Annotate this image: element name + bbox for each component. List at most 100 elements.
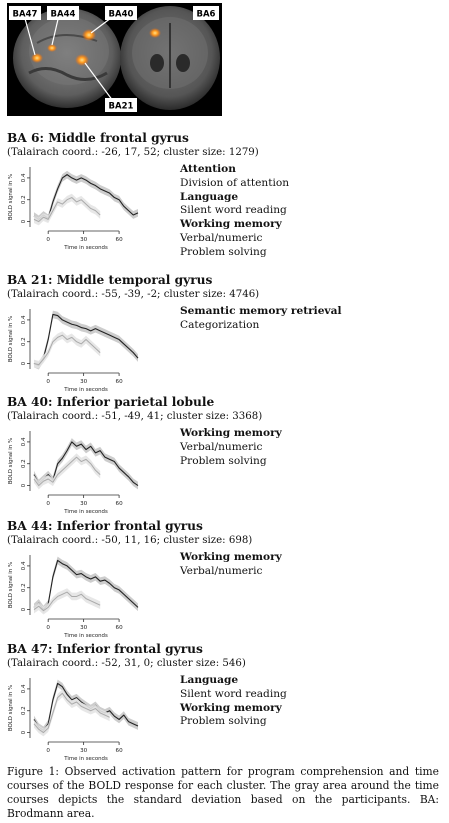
function-category: Working memory xyxy=(180,427,282,439)
label-box-ba21: BA21 xyxy=(105,98,137,112)
x-tick-label: 60 xyxy=(116,237,124,243)
brain-activation-image: BA47 BA44 BA40 BA6 BA21 xyxy=(7,3,222,116)
label-box-ba6: BA6 xyxy=(193,6,219,20)
cluster-title: BA 6: Middle frontal gyrus xyxy=(7,131,189,145)
function-list: Working memory Verbal/numeric Problem so… xyxy=(180,427,440,468)
cluster-title: BA 21: Middle temporal gyrus xyxy=(7,273,213,287)
function-item: Verbal/numeric xyxy=(180,564,263,577)
x-tick-label: 30 xyxy=(80,237,88,243)
y-axis-label: BOLD signal in % xyxy=(8,562,14,608)
series-line xyxy=(33,692,110,734)
y-tick-label: 0.2 xyxy=(21,195,27,204)
function-item: Problem solving xyxy=(180,245,267,258)
cluster-section-ba47: BA 47: Inferior frontal gyrus (Talairach… xyxy=(7,642,443,762)
function-item: Silent word reading xyxy=(180,204,287,217)
x-tick-label: 0 xyxy=(46,237,50,243)
std-deviation-band xyxy=(34,310,138,370)
activation-ba47 xyxy=(31,53,43,63)
series-line xyxy=(33,313,139,367)
y-tick-label: 0.2 xyxy=(21,459,27,468)
function-list: Attention Division of attention Language… xyxy=(180,163,440,260)
bold-timecourse-chart-ba6: 0 30 60 0 0.2 0.4 Time in seconds BOLD signal i… xyxy=(8,167,139,251)
activation-ba44 xyxy=(47,44,57,52)
x-tick-label: 60 xyxy=(116,501,124,507)
y-tick-label: 0.2 xyxy=(21,337,27,346)
bold-timecourse-chart-ba40: 0 30 60 0 0.2 0.4 Time in seconds BOLD signal i… xyxy=(8,431,139,515)
y-axis-label: BOLD signal in % xyxy=(8,174,14,220)
x-tick-label: 30 xyxy=(80,625,88,631)
bold-timecourse-chart-ba21: 0 30 60 0 0.2 0.4 Time in seconds BOLD signal i… xyxy=(8,309,139,393)
activation-ba21 xyxy=(75,54,89,66)
y-tick-label: 0.4 xyxy=(21,437,27,446)
function-category: Working memory xyxy=(180,701,282,714)
series-line xyxy=(33,197,101,223)
label-box-ba40: BA40 xyxy=(105,6,137,20)
x-tick-label: 30 xyxy=(80,748,88,754)
y-axis-label: BOLD signal in % xyxy=(8,316,14,362)
function-category: Language xyxy=(180,190,239,203)
x-tick-label: 60 xyxy=(116,748,124,754)
y-axis-label: BOLD signal in % xyxy=(8,438,14,484)
x-axis-label: Time in seconds xyxy=(63,633,108,639)
label-ba44: BA44 xyxy=(51,10,76,20)
y-tick-label: 0.4 xyxy=(21,315,27,324)
series-line xyxy=(33,559,139,611)
bold-timecourse-chart-ba47: 0 30 60 0 0.2 0.4 Time in seconds BOLD signal i… xyxy=(8,678,139,762)
function-list: Working memory Verbal/numeric xyxy=(180,551,440,579)
function-item: Categorization xyxy=(180,318,260,331)
x-tick-label: 0 xyxy=(46,501,50,507)
bold-timecourse-chart-ba44: 0 30 60 0 0.2 0.4 Time in seconds BOLD signal i… xyxy=(8,555,139,639)
x-tick-label: 60 xyxy=(116,625,124,631)
function-category: Working memory xyxy=(180,551,282,563)
x-tick-label: 30 xyxy=(80,379,88,385)
function-item: Problem solving xyxy=(180,454,267,467)
y-tick-label: 0 xyxy=(21,483,27,487)
function-list: Language Silent word reading Working mem… xyxy=(180,674,440,729)
function-category: Semantic memory retrieval xyxy=(180,305,342,317)
series-line xyxy=(33,334,101,366)
x-tick-label: 30 xyxy=(80,501,88,507)
x-tick-label: 0 xyxy=(46,748,50,754)
function-category: Attention xyxy=(180,163,236,175)
cluster-section-ba44: BA 44: Inferior frontal gyrus (Talairach… xyxy=(7,519,443,639)
function-item: Verbal/numeric xyxy=(180,440,263,453)
std-deviation-band xyxy=(34,331,101,369)
series-line xyxy=(33,591,101,612)
x-axis-label: Time in seconds xyxy=(63,245,108,251)
y-tick-label: 0 xyxy=(21,361,27,365)
y-tick-label: 0 xyxy=(21,219,27,223)
cluster-title: BA 44: Inferior frontal gyrus xyxy=(7,519,203,533)
y-tick-label: 0.4 xyxy=(21,684,27,693)
cluster-coordinates: (Talairach coord.: -26, 17, 52; cluster … xyxy=(7,147,259,158)
std-deviation-band xyxy=(34,588,101,615)
cluster-title: BA 47: Inferior frontal gyrus xyxy=(7,642,203,656)
label-box-ba44: BA44 xyxy=(47,6,79,20)
function-item: Verbal/numeric xyxy=(180,231,263,244)
x-tick-label: 0 xyxy=(46,625,50,631)
label-box-ba47: BA47 xyxy=(9,6,41,20)
cluster-section-ba40: BA 40: Inferior parietal lobule (Talaira… xyxy=(7,395,443,515)
cluster-coordinates: (Talairach coord.: -50, 11, 16; cluster … xyxy=(7,535,253,546)
y-tick-label: 0.2 xyxy=(21,583,27,592)
x-axis-label: Time in seconds xyxy=(63,509,108,515)
std-deviation-band xyxy=(34,438,138,490)
cluster-coordinates: (Talairach coord.: -52, 31, 0; cluster s… xyxy=(7,658,246,669)
cluster-coordinates: (Talairach coord.: -55, -39, -2; cluster… xyxy=(7,289,260,300)
x-tick-label: 60 xyxy=(116,379,124,385)
brain-activation-svg: BA47 BA44 BA40 BA6 BA21 xyxy=(7,3,222,116)
y-axis-label: BOLD signal in % xyxy=(8,685,14,731)
x-tick-label: 0 xyxy=(46,379,50,385)
label-ba21: BA21 xyxy=(109,102,134,112)
series-line xyxy=(33,174,139,220)
label-ba40: BA40 xyxy=(109,10,134,20)
function-item: Problem solving xyxy=(180,715,267,728)
x-axis-label: Time in seconds xyxy=(63,756,108,762)
y-tick-label: 0.4 xyxy=(21,173,27,182)
y-tick-label: 0.2 xyxy=(21,706,27,715)
y-tick-label: 0 xyxy=(21,607,27,611)
label-ba6: BA6 xyxy=(197,10,216,20)
function-category: Working memory xyxy=(180,218,282,231)
std-deviation-band xyxy=(34,193,101,226)
cluster-title: BA 40: Inferior parietal lobule xyxy=(7,395,215,409)
function-item: Division of attention xyxy=(180,176,290,189)
